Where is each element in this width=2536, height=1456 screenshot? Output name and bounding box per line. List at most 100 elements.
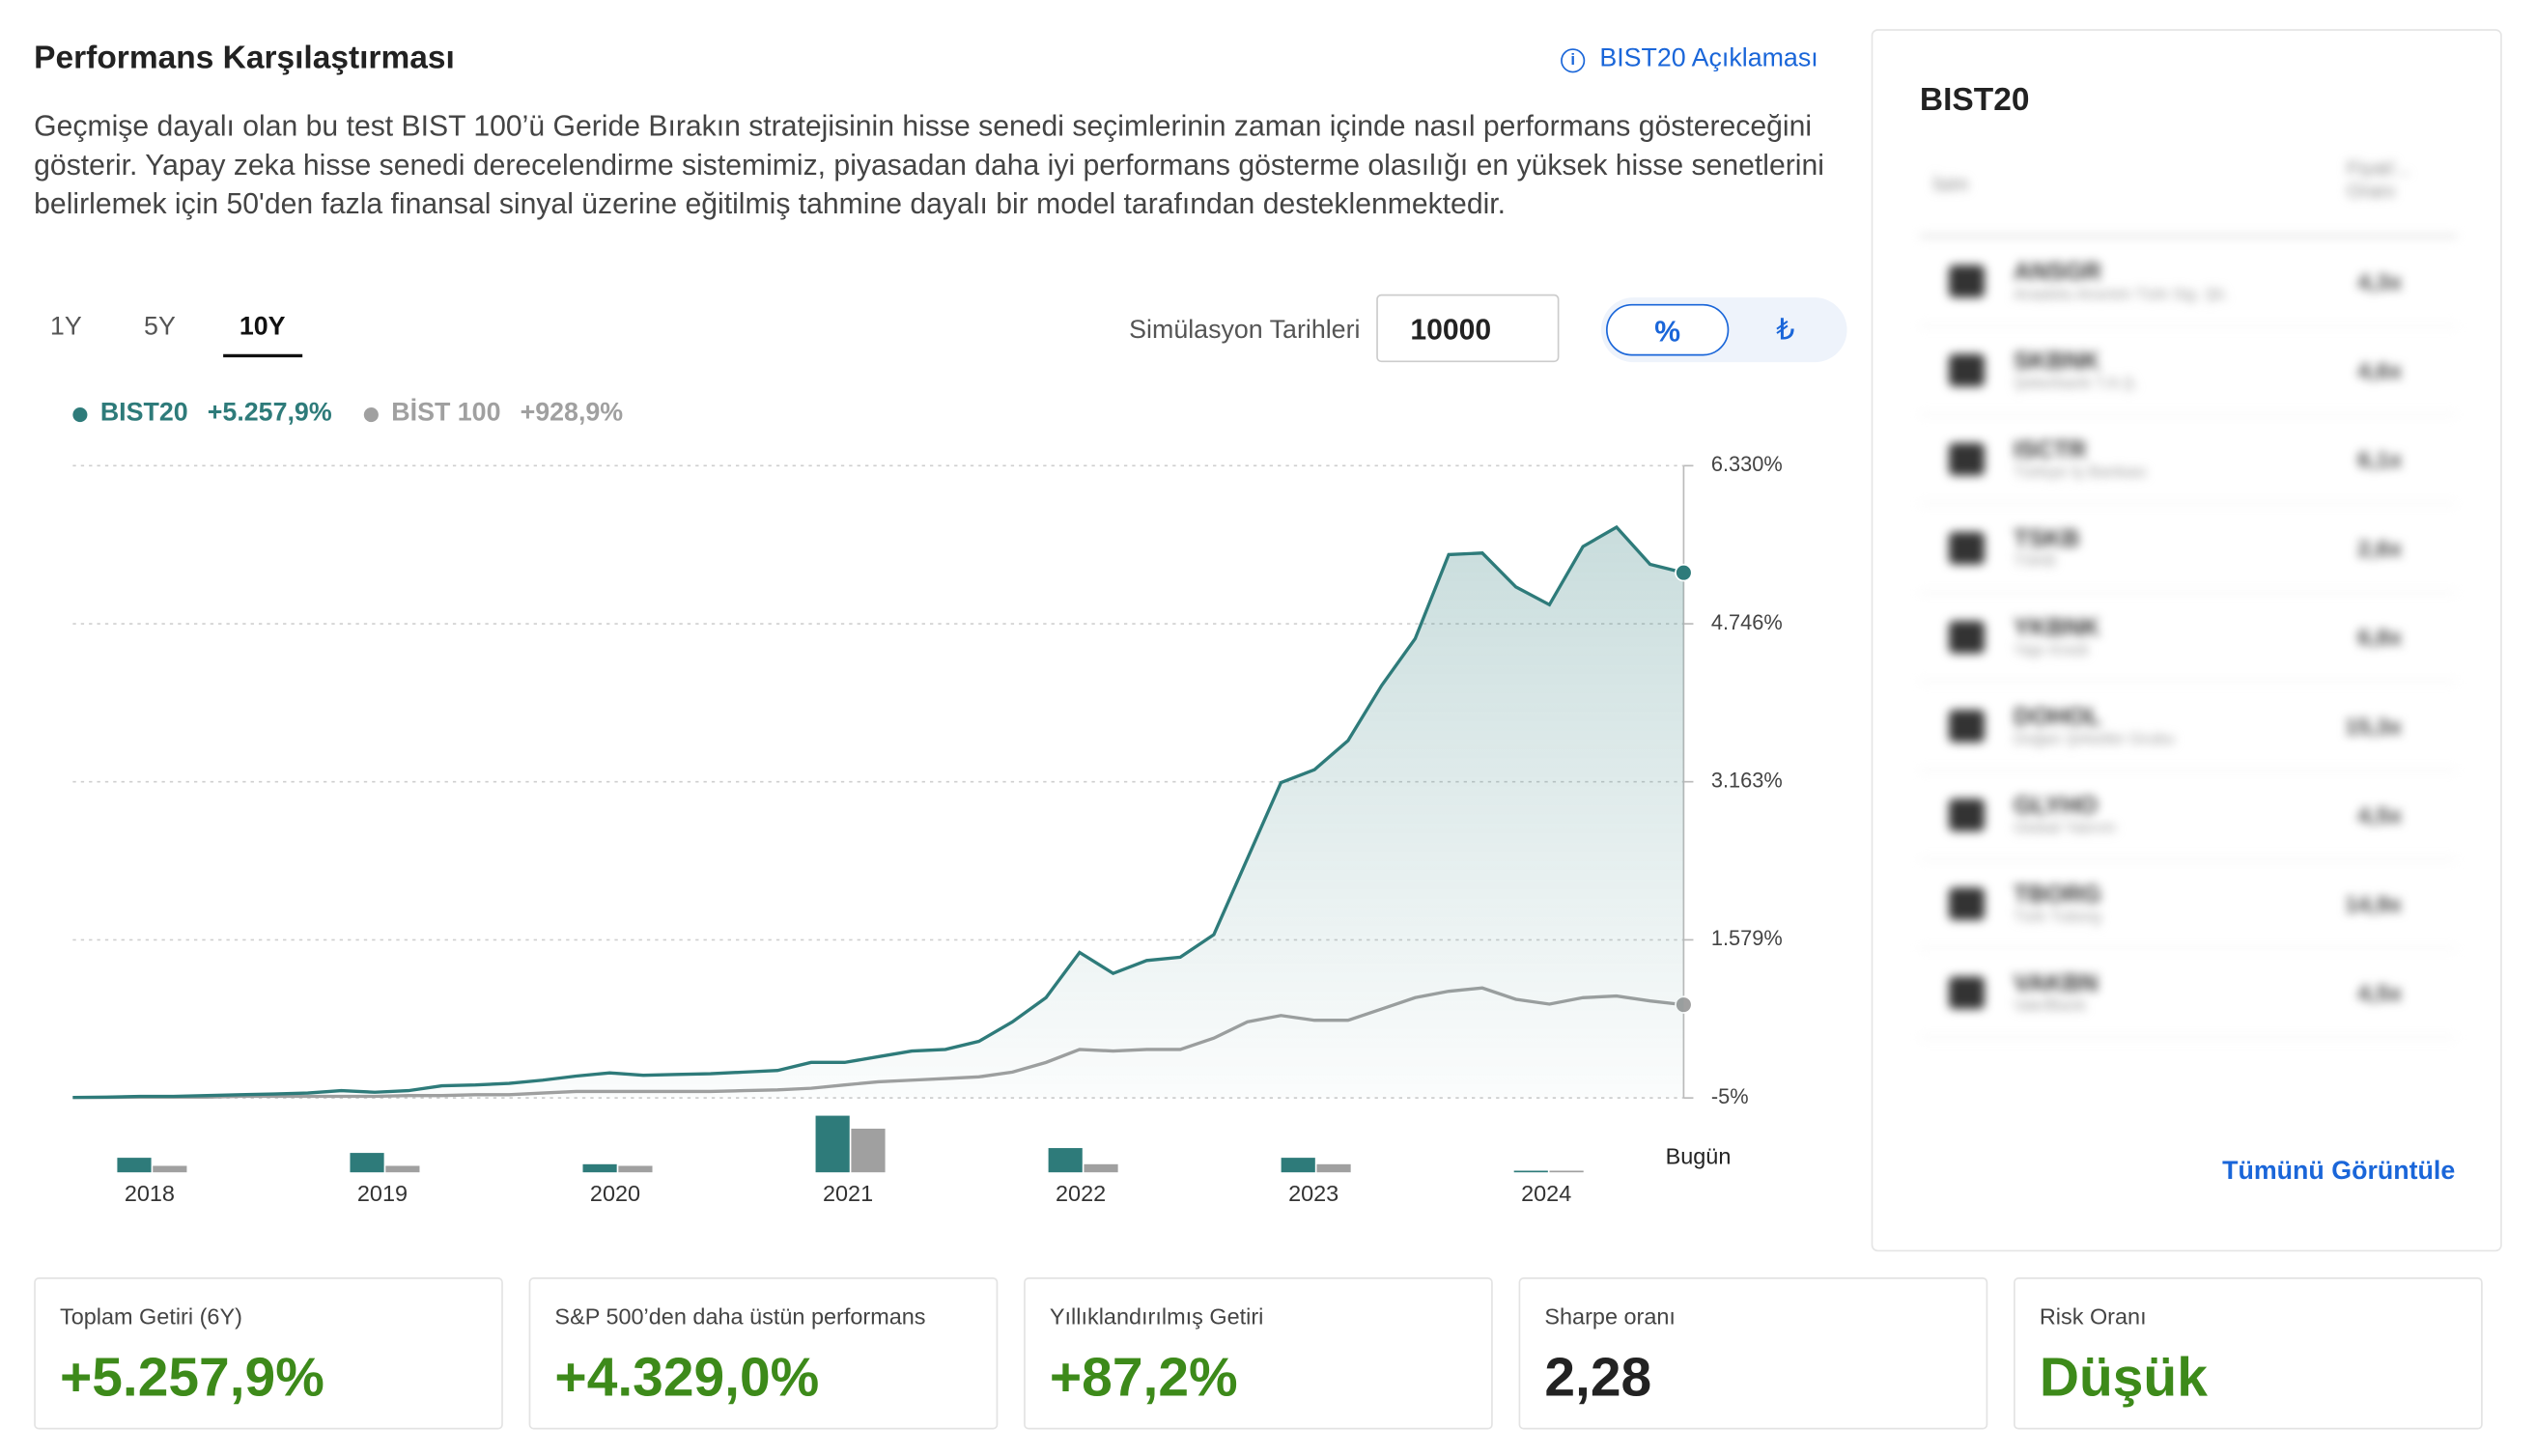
annual-bar [1084,1163,1118,1173]
section-title: Performans Karşılaştırması [34,40,455,76]
annual-bar [1281,1158,1315,1173]
link-text[interactable]: BIST20 Açıklaması [1599,44,1818,73]
y-tick-label: 4.746% [1711,610,1783,634]
ratio: 4,3x [2357,268,2402,294]
ratio: 4,5x [2357,801,2402,828]
card-label: Risk Oranı [2039,1302,2147,1330]
stock-row[interactable]: SKBNK Şekerbank T.A.Ş. 4,6x [1919,326,2457,416]
description: Geçmişe dayalı olan bu test BIST 100’ü G… [34,109,1824,220]
annual-bar [350,1153,384,1173]
sidebar [1871,29,2502,1252]
period-tab[interactable]: 10Y [239,313,286,342]
stock-row[interactable]: TSKB TSKB 2,6x [1919,505,2457,594]
summary-card: Sharpe oranı 2,28 [1518,1277,1988,1430]
y-tick-label: -5% [1711,1084,1749,1108]
stock-row[interactable]: DOHOL Doğan Şirketler Grubu 15,3x [1919,683,2457,771]
column-name: İsim [1932,173,1969,196]
ticker: TBORG [2014,881,2101,910]
column-name: Fiyat/... Oranı [2347,156,2410,203]
legend-dot [72,406,88,422]
ratio: 6,8x [2357,624,2402,651]
ticker: SKBNK [2014,348,2100,376]
annual-bar [582,1163,617,1173]
stock-icon [1949,531,1985,565]
card-value: Düşük [2039,1347,2208,1409]
view-all-link[interactable]: Tümünü Görüntüle [2222,1158,2456,1186]
company: TSKB [2014,552,2056,572]
stock-row[interactable]: YKBNK Yapı Kredi 6,8x [1919,594,2457,683]
stock-row[interactable]: TBORG Türk Tuborg 14,9x [1919,860,2457,950]
stock-row[interactable]: ISCTR Türkiye İş Bankası 6,1x [1919,415,2457,505]
x-tick-label: 2024 [1521,1181,1571,1206]
period-tab[interactable]: 5Y [144,313,176,342]
stock-row[interactable]: GLYHO Global Yatırım 4,5x [1919,771,2457,860]
x-tick-label: 2018 [125,1181,175,1206]
stock-name: SKBNK Şekerbank T.A.Ş. [2014,348,2138,393]
stock-icon [1949,976,1985,1010]
legend-item: BİST 100 +928,9% [363,399,624,429]
ratio: 15,3x [2345,713,2402,740]
stock-icon [1949,353,1985,387]
y-tick-label: 1.579% [1711,926,1783,950]
card-label: S&P 500’den daha üstün performans [554,1302,926,1330]
card-value: +4.329,0% [554,1347,820,1409]
company: Şekerbank T.A.Ş. [2014,375,2139,393]
company: Türk Tuborg [2014,909,2101,927]
stock-row[interactable]: ANSGR Anadolu Anonim Türk Sig. Şti. 4,3x [1919,238,2457,327]
annual-bar [851,1128,886,1173]
stock-icon [1949,887,1985,920]
end-point [1675,563,1693,582]
unit-option[interactable]: % [1606,303,1730,356]
period-tab[interactable]: 1Y [49,313,82,342]
stock-name: GLYHO Global Yatırım [2014,793,2116,838]
annual-bar [815,1115,850,1173]
simulation-input[interactable]: 10000 [1376,294,1560,363]
ticker: TSKB [2014,525,2080,553]
stock-name: TSKB TSKB [2014,525,2079,571]
simulation-label: Simülasyon Tarihleri [1129,317,1361,345]
stock-icon [1949,710,1985,742]
column-header: İsim Fiyat/... Oranı [1919,154,2457,238]
annual-bar [1513,1170,1548,1173]
stock-name: ISCTR Türkiye İş Bankası [2014,436,2147,482]
annual-bar [117,1158,152,1173]
legend-item: BIST20 +5.257,9% [72,399,332,429]
x-tick-label: 2019 [357,1181,408,1206]
company: VakıfBank [2014,997,2087,1016]
stock-icon [1949,621,1985,654]
legend-value: +5.257,9% [207,399,332,428]
x-tick-label: 2020 [590,1181,640,1206]
company: Anadolu Anonim Türk Sig. Şti. [2014,286,2229,304]
annual-bar [153,1165,187,1173]
summary-card: S&P 500’den daha üstün performans +4.329,… [528,1277,999,1430]
legend-name: BİST 100 [391,399,501,428]
company: Doğan Şirketler Grubu [2014,730,2175,749]
card-label: Yıllıklandırılmış Getiri [1049,1302,1264,1330]
stock-icon [1949,442,1985,476]
area [72,526,1684,1099]
explanation-link[interactable]: i BIST20 Açıklaması [1561,45,1818,74]
x-tick-label: 2022 [1056,1181,1106,1206]
company: Türkiye İş Bankası [2014,463,2147,483]
summary-card: Toplam Getiri (6Y) +5.257,9% [34,1277,503,1430]
annual-bar [1048,1148,1083,1173]
company: Global Yatırım [2014,820,2116,838]
unit-option[interactable]: ₺ [1776,313,1795,347]
annual-bar [618,1165,653,1173]
x-tick-label: 2021 [823,1181,873,1206]
y-tick-label: 6.330% [1711,452,1783,476]
company: Yapı Kredi [2014,641,2089,660]
stock-row[interactable]: VAKBN VakıfBank 4,5x [1919,949,2457,1039]
line [72,524,1684,1100]
stock-name: TBORG Türk Tuborg [2014,882,2101,927]
legend-value: +928,9% [520,399,624,428]
end-label: Bugün [1666,1143,1732,1168]
stock-name: ANSGR Anadolu Anonim Türk Sig. Şti. [2014,259,2228,304]
ticker: YKBNK [2014,614,2100,642]
ratio: 4,6x [2357,357,2402,383]
stock-name: VAKBN VakıfBank [2014,970,2098,1016]
active-tab-underline [223,353,303,358]
